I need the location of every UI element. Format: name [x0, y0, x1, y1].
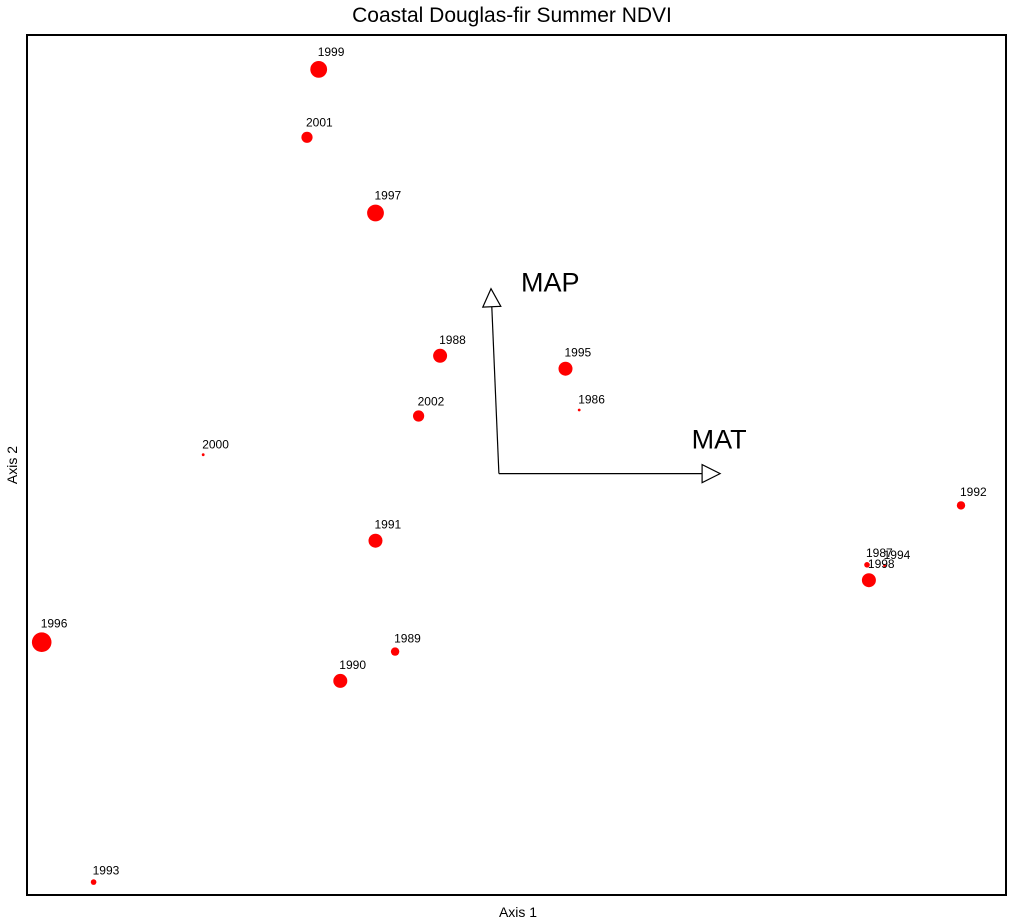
point-label-1987: 1987: [866, 546, 893, 560]
point-1988: [433, 348, 448, 363]
point-label-1990: 1990: [339, 658, 366, 672]
point-1992: [956, 501, 966, 510]
chart-title: Coastal Douglas-fir Summer NDVI: [352, 4, 672, 27]
point-1991: [368, 533, 383, 548]
point-1997: [367, 204, 384, 222]
point-layer: 1999 2001 1997 1988 1995 1986 2002 2000 1992 1991…: [31, 45, 987, 885]
point-label-1999: 1999: [318, 45, 345, 59]
point-1999: [310, 61, 328, 78]
point-label-1994: 1994: [884, 548, 911, 562]
y-axis-label: Axis 2: [4, 446, 20, 484]
point-label-1996: 1996: [41, 616, 68, 630]
point-1998: [861, 573, 876, 588]
point-label-1986: 1986: [578, 393, 605, 407]
point-1990: [333, 673, 348, 688]
point-1994: [883, 564, 886, 567]
point-label-2001: 2001: [306, 116, 333, 130]
point-1993: [90, 879, 97, 885]
point-label-1991: 1991: [375, 518, 402, 532]
point-label-1993: 1993: [93, 863, 120, 877]
vector-label-map: MAP: [521, 268, 580, 298]
point-label-1992: 1992: [960, 485, 987, 499]
point-label-1997: 1997: [375, 189, 402, 203]
point-1989: [390, 647, 400, 656]
plot-frame: [26, 34, 1007, 896]
point-label-1989: 1989: [394, 631, 421, 645]
vector-line-map: [491, 306, 500, 474]
vector-layer: MAP MAT: [481, 268, 747, 484]
point-2000: [201, 453, 205, 457]
point-2001: [301, 131, 313, 143]
vector-arrowhead-map: [481, 287, 502, 308]
point-label-1998: 1998: [868, 557, 895, 571]
point-label-2000: 2000: [202, 437, 229, 451]
point-2002: [413, 410, 425, 422]
point-1987: [864, 562, 870, 568]
x-axis-label: Axis 1: [499, 904, 537, 920]
vector-label-mat: MAT: [692, 425, 747, 455]
point-label-1995: 1995: [565, 346, 592, 360]
point-label-2002: 2002: [418, 394, 445, 408]
point-1996: [31, 632, 52, 652]
vector-arrowhead-mat: [701, 463, 722, 484]
point-1995: [558, 361, 573, 376]
point-label-1988: 1988: [439, 333, 466, 347]
point-1986: [577, 408, 581, 412]
